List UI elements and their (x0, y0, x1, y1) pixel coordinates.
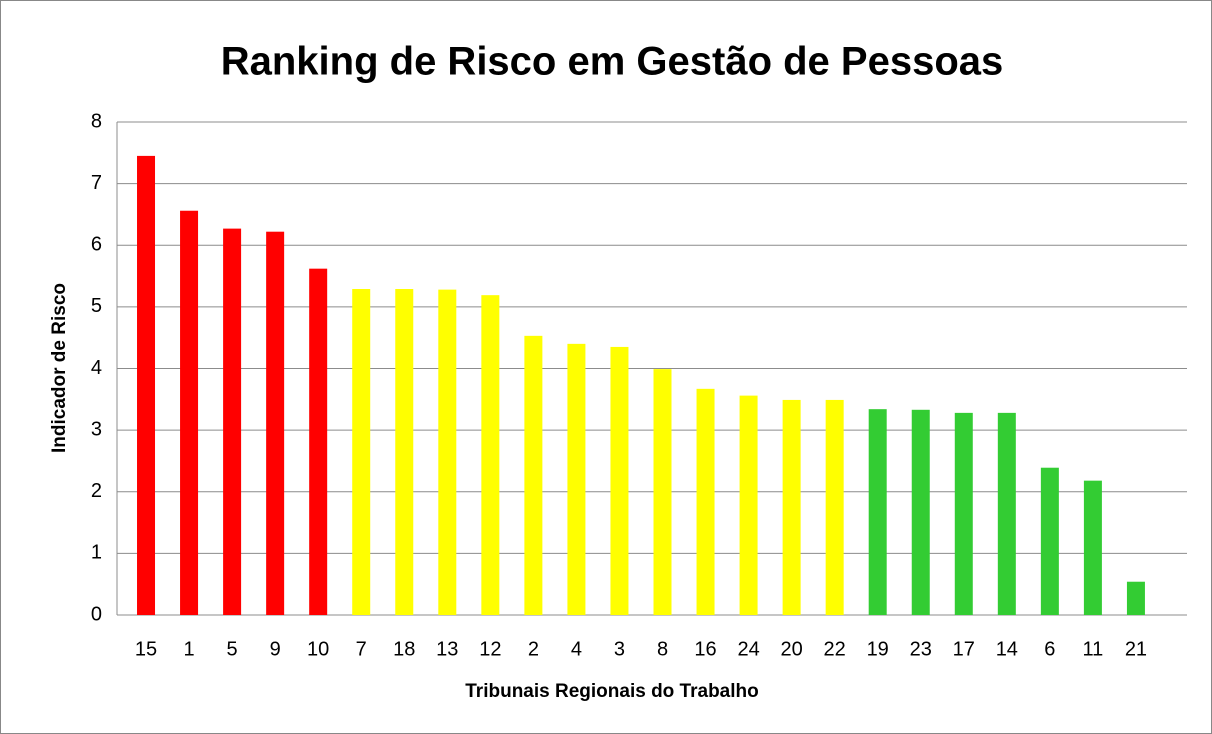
bar (524, 335, 543, 615)
bar (180, 210, 199, 616)
bar (438, 289, 457, 615)
x-tick-label: 3 (614, 638, 625, 660)
y-axis-label: Indicador de Risco (49, 283, 70, 453)
x-tick-label: 22 (824, 638, 846, 660)
bar (739, 395, 758, 615)
bar (696, 388, 715, 615)
bar (481, 295, 500, 615)
y-tick-label: 8 (91, 110, 102, 132)
y-tick-label: 4 (91, 357, 102, 379)
bar (1040, 467, 1059, 615)
x-tick-label: 2 (528, 638, 539, 660)
y-tick-label: 2 (91, 480, 102, 502)
x-tick-label: 20 (780, 638, 802, 660)
x-tick-label: 11 (1083, 638, 1104, 660)
x-tick-label: 14 (996, 638, 1018, 660)
x-tick-label: 6 (1044, 638, 1055, 660)
bar (653, 369, 672, 615)
y-tick-label: 7 (91, 172, 102, 194)
bar (395, 289, 414, 615)
x-tick-label: 12 (479, 638, 501, 660)
chart-title: Ranking de Risco em Gestão de Pessoas (221, 40, 1004, 84)
bar (610, 346, 629, 615)
x-tick-label: 10 (307, 638, 329, 660)
bar (567, 343, 586, 615)
bar (1083, 480, 1102, 615)
bar (825, 399, 844, 615)
bar (1126, 581, 1145, 615)
y-tick-label: 5 (91, 295, 102, 317)
bar (137, 155, 156, 616)
x-tick-label: 1 (183, 638, 194, 660)
bar (911, 409, 930, 615)
x-tick-label: 24 (737, 638, 759, 660)
y-tick-label: 0 (91, 603, 102, 625)
x-tick-label: 21 (1125, 638, 1147, 660)
bar (868, 409, 887, 615)
x-tick-label: 23 (910, 638, 932, 660)
y-tick-label: 6 (91, 234, 102, 256)
x-tick-label: 4 (571, 638, 582, 660)
x-tick-label: 17 (953, 638, 975, 660)
bar (223, 228, 242, 615)
bar (266, 231, 285, 615)
x-tick-label: 7 (356, 638, 367, 660)
bar (954, 412, 973, 615)
y-tick-label: 1 (91, 542, 102, 564)
bar (997, 412, 1016, 615)
x-axis-label: Tribunais Regionais do Trabalho (465, 681, 759, 702)
x-tick-label: 15 (135, 638, 157, 660)
bar (309, 268, 328, 615)
bar (782, 399, 801, 615)
y-tick-label: 3 (91, 418, 102, 440)
x-tick-label: 8 (657, 638, 668, 660)
x-tick-label: 13 (436, 638, 458, 660)
bar (352, 289, 371, 615)
x-tick-label: 18 (393, 638, 415, 660)
x-tick-label: 19 (867, 638, 889, 660)
x-tick-label: 5 (227, 638, 238, 660)
x-tick-label: 9 (270, 638, 281, 660)
x-tick-label: 16 (694, 638, 716, 660)
